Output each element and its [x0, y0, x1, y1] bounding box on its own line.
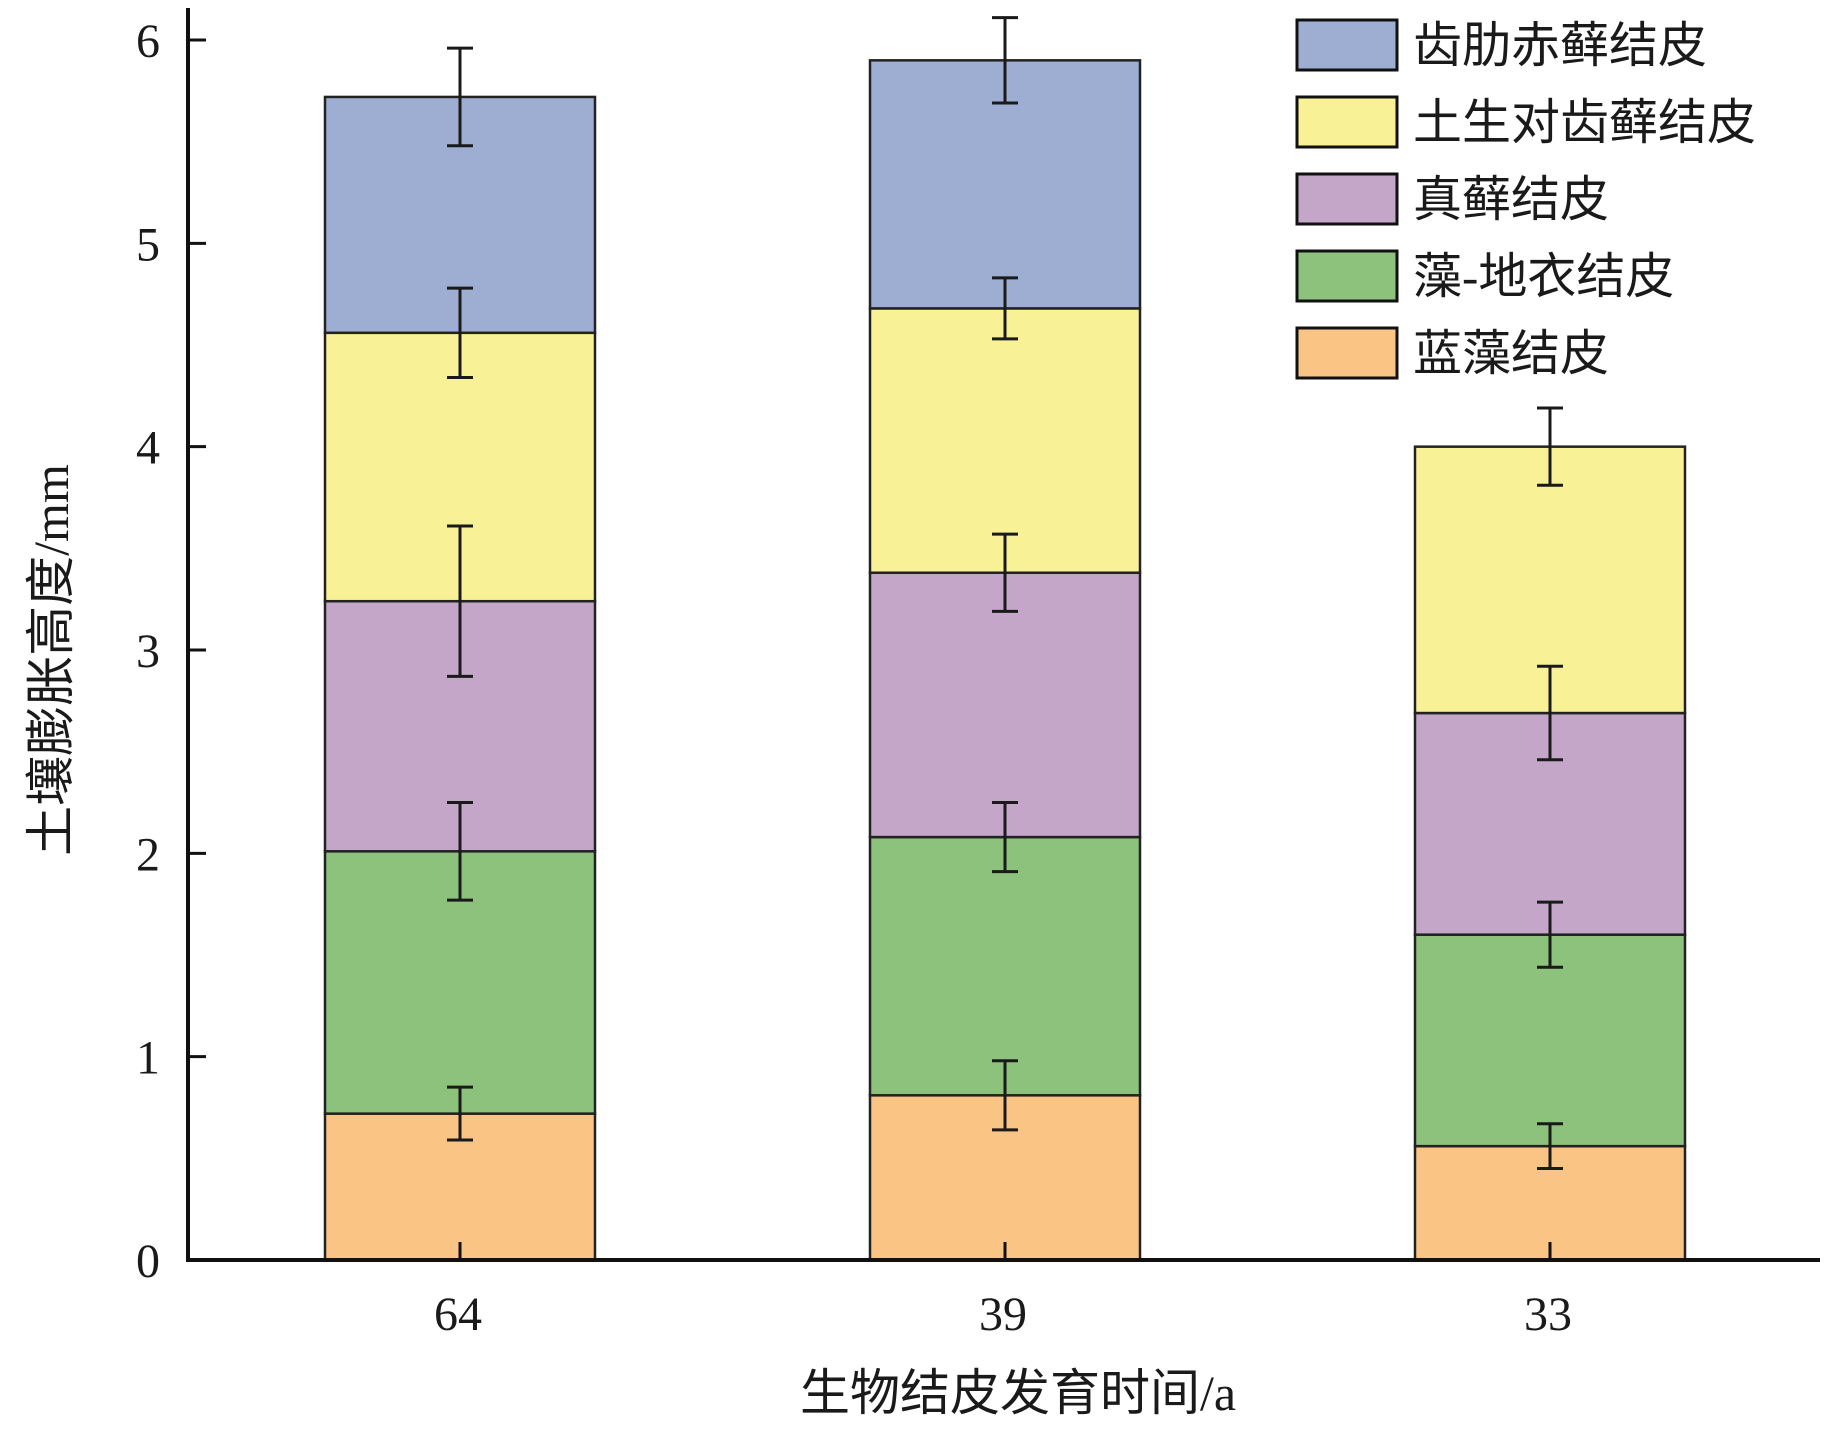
- y-tick-label-2: 2: [136, 828, 160, 881]
- y-tick-label-6: 6: [136, 15, 160, 68]
- error-bar-1-2: [992, 532, 1018, 613]
- bar-segment-1-1: [868, 835, 1142, 1097]
- error-bar-1-3: [992, 276, 1018, 341]
- legend-swatch-0: [1295, 18, 1399, 72]
- legend-label-1: 土生对齿藓结皮: [1413, 95, 1756, 150]
- x-tick-label-2: 33: [1524, 1288, 1572, 1341]
- y-tick-label-4: 4: [136, 422, 160, 475]
- legend-item-2: 真藓结皮: [1295, 172, 1609, 227]
- legend-item-3: 藻-地衣结皮: [1295, 249, 1674, 304]
- y-tick-label-5: 5: [136, 218, 160, 271]
- error-bar-0-0: [447, 1085, 473, 1142]
- bar-segment-2-1: [1413, 933, 1687, 1148]
- error-bars-layer: [447, 16, 1563, 1170]
- legend-label-3: 藻-地衣结皮: [1413, 249, 1674, 304]
- legend-swatch-3: [1295, 249, 1399, 303]
- legend-swatch-2: [1295, 172, 1399, 226]
- error-bar-0-3: [447, 286, 473, 380]
- error-bar-1-1: [992, 801, 1018, 874]
- legend-label-2: 真藓结皮: [1413, 172, 1609, 227]
- error-bar-2-1: [1537, 900, 1563, 969]
- error-bar-2-2: [1537, 664, 1563, 762]
- legend-label-0: 齿肋赤藓结皮: [1413, 18, 1707, 73]
- y-axis-title: 土壤膨胀高度/mm: [23, 464, 79, 856]
- x-tick-label-0: 64: [434, 1288, 482, 1341]
- legend-item-1: 土生对齿藓结皮: [1295, 95, 1756, 150]
- legend-swatch-1: [1295, 95, 1399, 149]
- error-bar-0-4: [447, 46, 473, 148]
- error-bar-0-1: [447, 801, 473, 902]
- error-bar-2-0: [1537, 1122, 1563, 1170]
- bar-segment-1-2: [868, 571, 1142, 839]
- error-bar-1-0: [992, 1059, 1018, 1132]
- x-tick-label-1: 39: [979, 1288, 1027, 1341]
- error-bar-2-3: [1537, 406, 1563, 487]
- axes-layer: 0 1 2 3 4 5 6 64 39 33: [136, 8, 1820, 1341]
- y-tick-label-0: 0: [136, 1235, 160, 1288]
- error-bar-0-2: [447, 524, 473, 678]
- legend-item-0: 齿肋赤藓结皮: [1295, 18, 1707, 73]
- y-tick-label-3: 3: [136, 625, 160, 678]
- error-bar-1-4: [992, 16, 1018, 105]
- x-axis-title: 生物结皮发育时间/a: [800, 1365, 1236, 1421]
- legend-label-4: 蓝藻结皮: [1413, 326, 1609, 381]
- legend-item-4: 蓝藻结皮: [1295, 326, 1609, 381]
- y-tick-label-1: 1: [136, 1032, 160, 1085]
- legend-swatch-4: [1295, 326, 1399, 380]
